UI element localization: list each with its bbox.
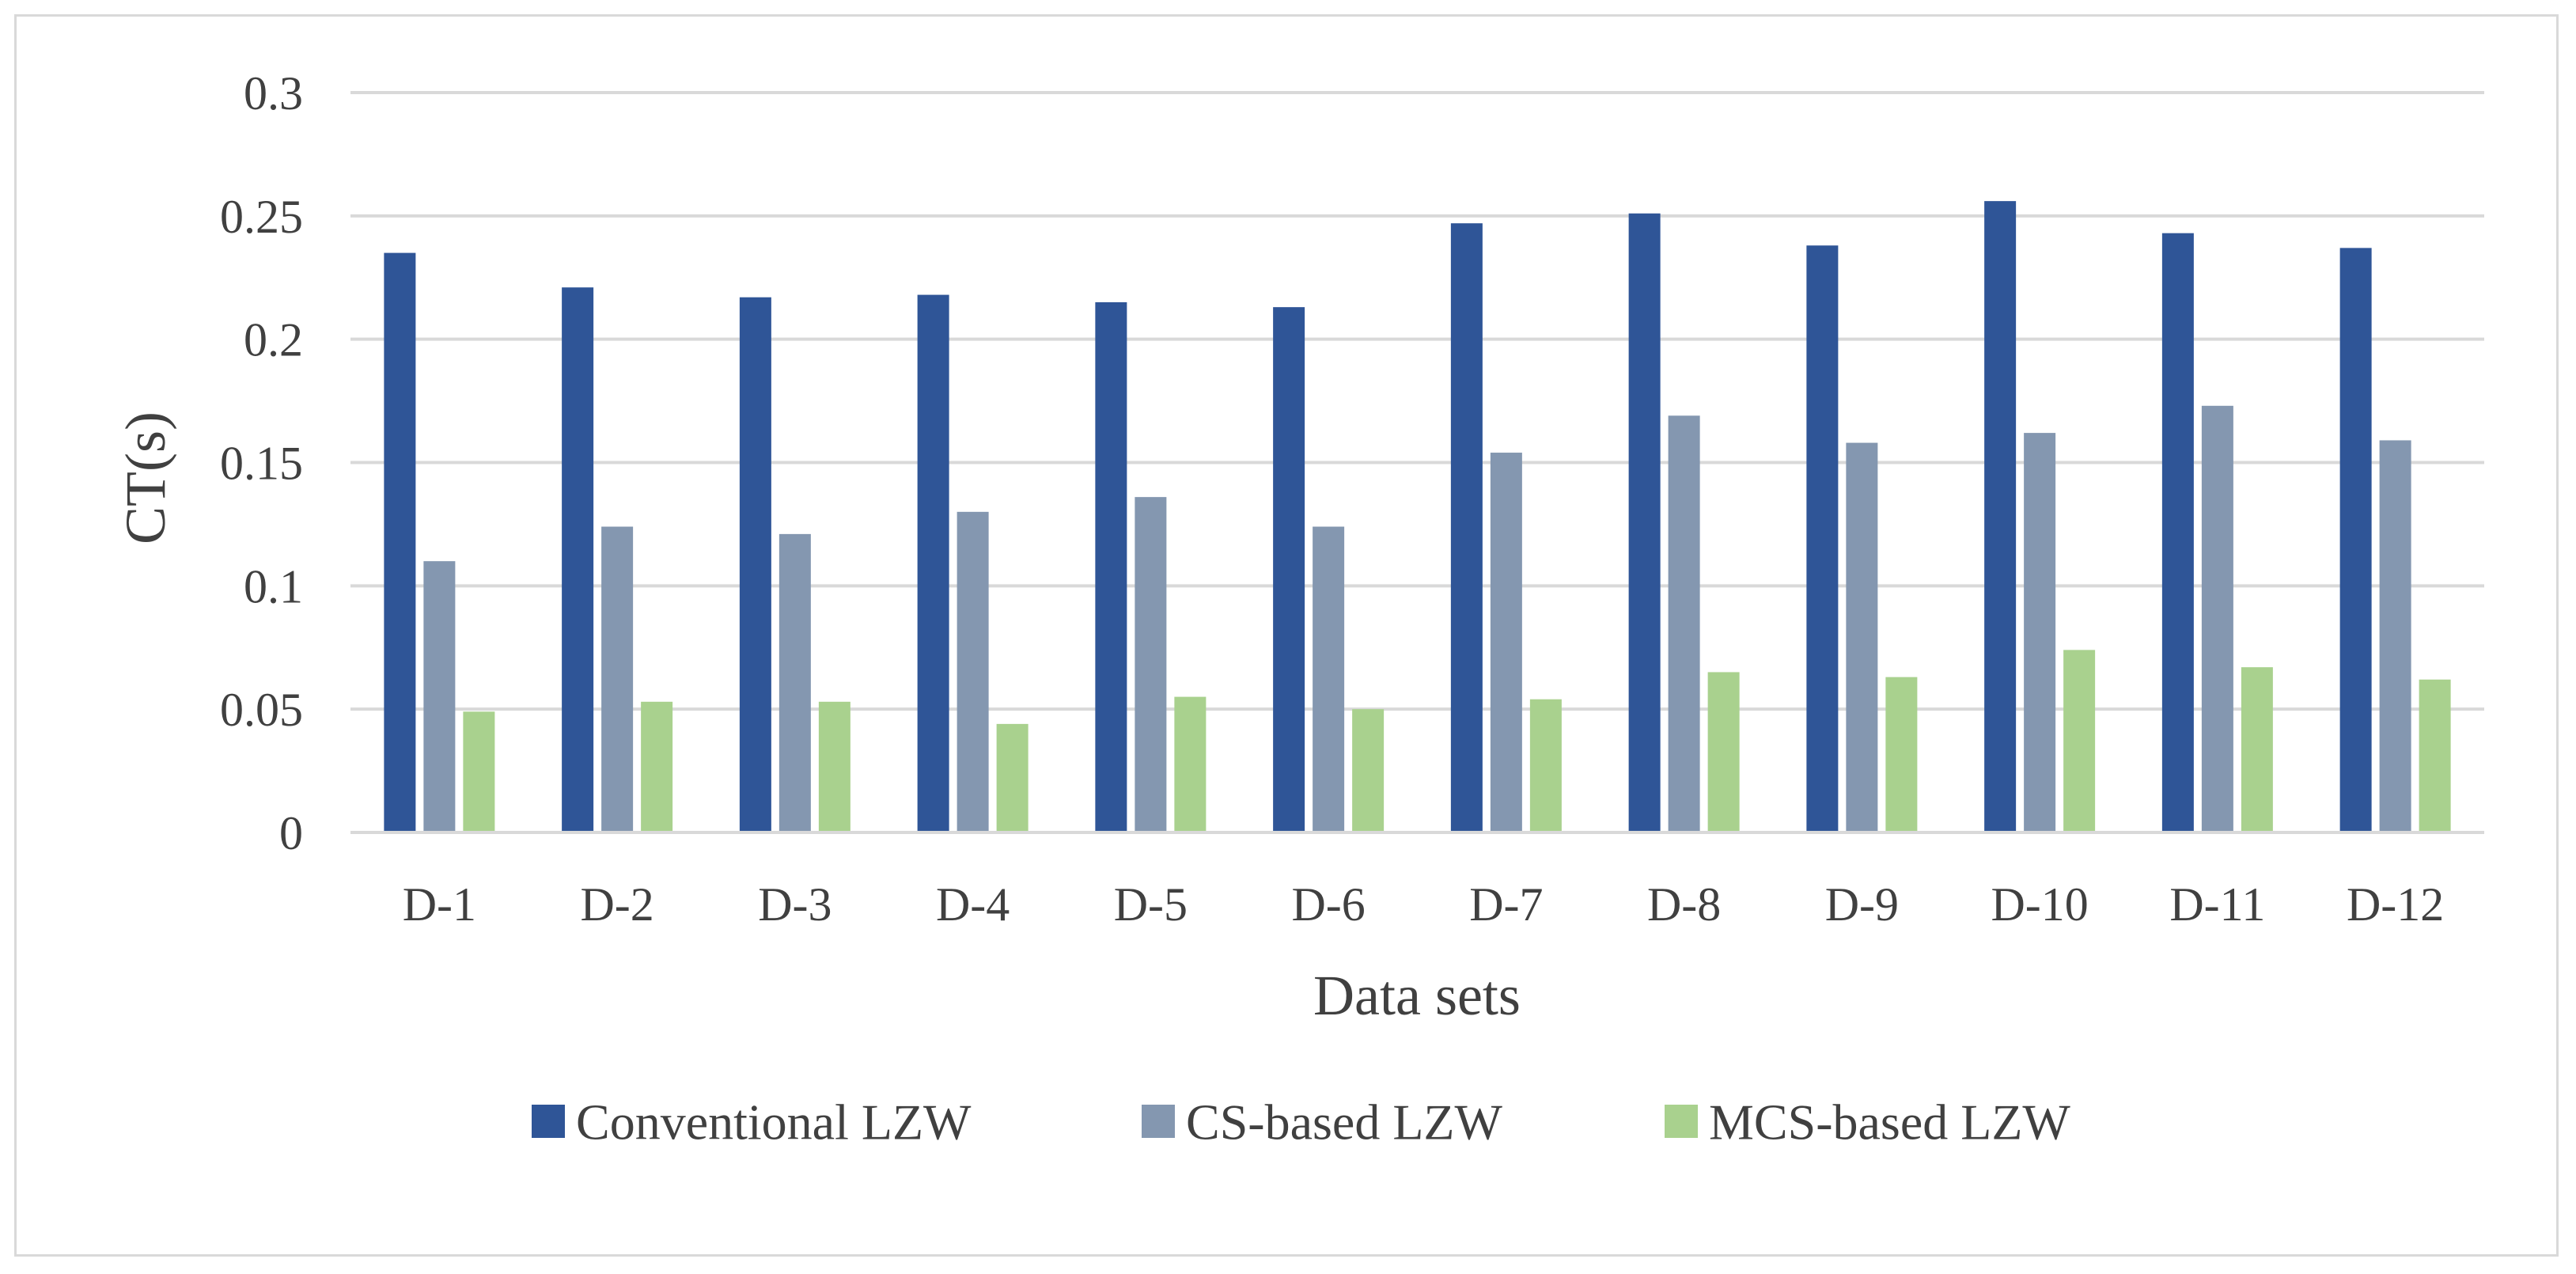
bar-mcs-based-lzw-d-10	[2063, 650, 2096, 832]
x-category-label: D-11	[2169, 878, 2265, 931]
bar-conventional-lzw-d-3	[739, 297, 771, 832]
legend-label: Conventional LZW	[576, 1094, 972, 1150]
bar-conventional-lzw-d-2	[562, 287, 594, 832]
legend-swatch	[1665, 1105, 1698, 1138]
bar-cs-based-lzw-d-9	[1846, 442, 1878, 832]
bar-conventional-lzw-d-10	[1984, 201, 2017, 833]
y-tick-label: 0.25	[220, 191, 303, 243]
x-category-label: D-5	[1114, 878, 1188, 931]
x-category-label: D-2	[580, 878, 653, 931]
x-category-label: D-8	[1647, 878, 1721, 931]
y-axis-title: CT(s)	[114, 411, 177, 544]
legend-label: CS-based LZW	[1186, 1094, 1503, 1150]
bar-cs-based-lzw-d-7	[1490, 453, 1522, 832]
bar-mcs-based-lzw-d-8	[1707, 672, 1740, 832]
bar-mcs-based-lzw-d-1	[463, 711, 495, 832]
y-tick-label: 0.1	[244, 560, 303, 612]
bar-cs-based-lzw-d-5	[1135, 497, 1167, 832]
bar-conventional-lzw-d-7	[1450, 223, 1483, 832]
x-category-label: D-10	[1991, 878, 2088, 931]
y-axis-ticks: 0 0.05 0.1 0.15 0.2 0.25 0.3	[220, 67, 303, 859]
bar-cs-based-lzw-d-8	[1668, 415, 1700, 832]
gridlines	[350, 91, 2484, 711]
x-category-label: D-12	[2347, 878, 2444, 931]
x-axis-categories: D-1 D-2 D-3 D-4 D-5 D-6 D-7 D-8 D-9 D-10 D-11 D-12	[403, 878, 2445, 931]
x-category-label: D-1	[403, 878, 476, 931]
y-tick-label: 0	[279, 807, 303, 859]
y-tick-label: 0.2	[244, 314, 303, 366]
x-category-label: D-9	[1825, 878, 1899, 931]
bar-conventional-lzw-d-8	[1628, 213, 1661, 832]
y-tick-label: 0.3	[244, 67, 303, 119]
bar-cs-based-lzw-d-1	[423, 561, 456, 832]
bar-conventional-lzw-d-6	[1273, 307, 1305, 832]
legend-swatch	[532, 1105, 565, 1138]
bar-conventional-lzw-d-12	[2339, 248, 2372, 833]
bar-conventional-lzw-d-9	[1806, 245, 1839, 832]
bar-cs-based-lzw-d-11	[2201, 405, 2233, 832]
bar-cs-based-lzw-d-4	[957, 511, 989, 832]
bar-mcs-based-lzw-d-4	[996, 723, 1029, 832]
bar-mcs-based-lzw-d-5	[1174, 696, 1207, 832]
bar-mcs-based-lzw-d-6	[1352, 709, 1385, 832]
bar-cs-based-lzw-d-2	[601, 526, 634, 832]
bar-conventional-lzw-d-1	[384, 252, 416, 832]
bar-cs-based-lzw-d-6	[1313, 526, 1345, 832]
legend-label: MCS-based LZW	[1709, 1094, 2070, 1150]
y-tick-label: 0.15	[220, 438, 303, 490]
x-category-label: D-3	[758, 878, 832, 931]
legend: Conventional LZW CS-based LZW MCS-based LZ…	[532, 1094, 2070, 1150]
bar-conventional-lzw-d-4	[917, 294, 949, 833]
x-axis-title: Data sets	[1313, 964, 1521, 1027]
bar-conventional-lzw-d-11	[2161, 233, 2194, 832]
bars	[384, 201, 2451, 833]
x-category-label: D-7	[1469, 878, 1543, 931]
bar-conventional-lzw-d-5	[1095, 301, 1127, 833]
legend-swatch	[1142, 1105, 1175, 1138]
bar-mcs-based-lzw-d-7	[1529, 699, 1562, 832]
x-category-label: D-4	[936, 878, 1010, 931]
bar-cs-based-lzw-d-10	[2024, 433, 2056, 832]
x-category-label: D-6	[1291, 878, 1365, 931]
bar-mcs-based-lzw-d-11	[2241, 667, 2273, 832]
bar-cs-based-lzw-d-3	[778, 533, 811, 832]
bar-mcs-based-lzw-d-2	[641, 701, 673, 832]
y-tick-label: 0.05	[220, 684, 303, 736]
bar-cs-based-lzw-d-12	[2379, 440, 2411, 832]
bar-mcs-based-lzw-d-12	[2419, 679, 2451, 832]
bar-mcs-based-lzw-d-9	[1885, 677, 1918, 832]
bar-mcs-based-lzw-d-3	[818, 701, 850, 832]
